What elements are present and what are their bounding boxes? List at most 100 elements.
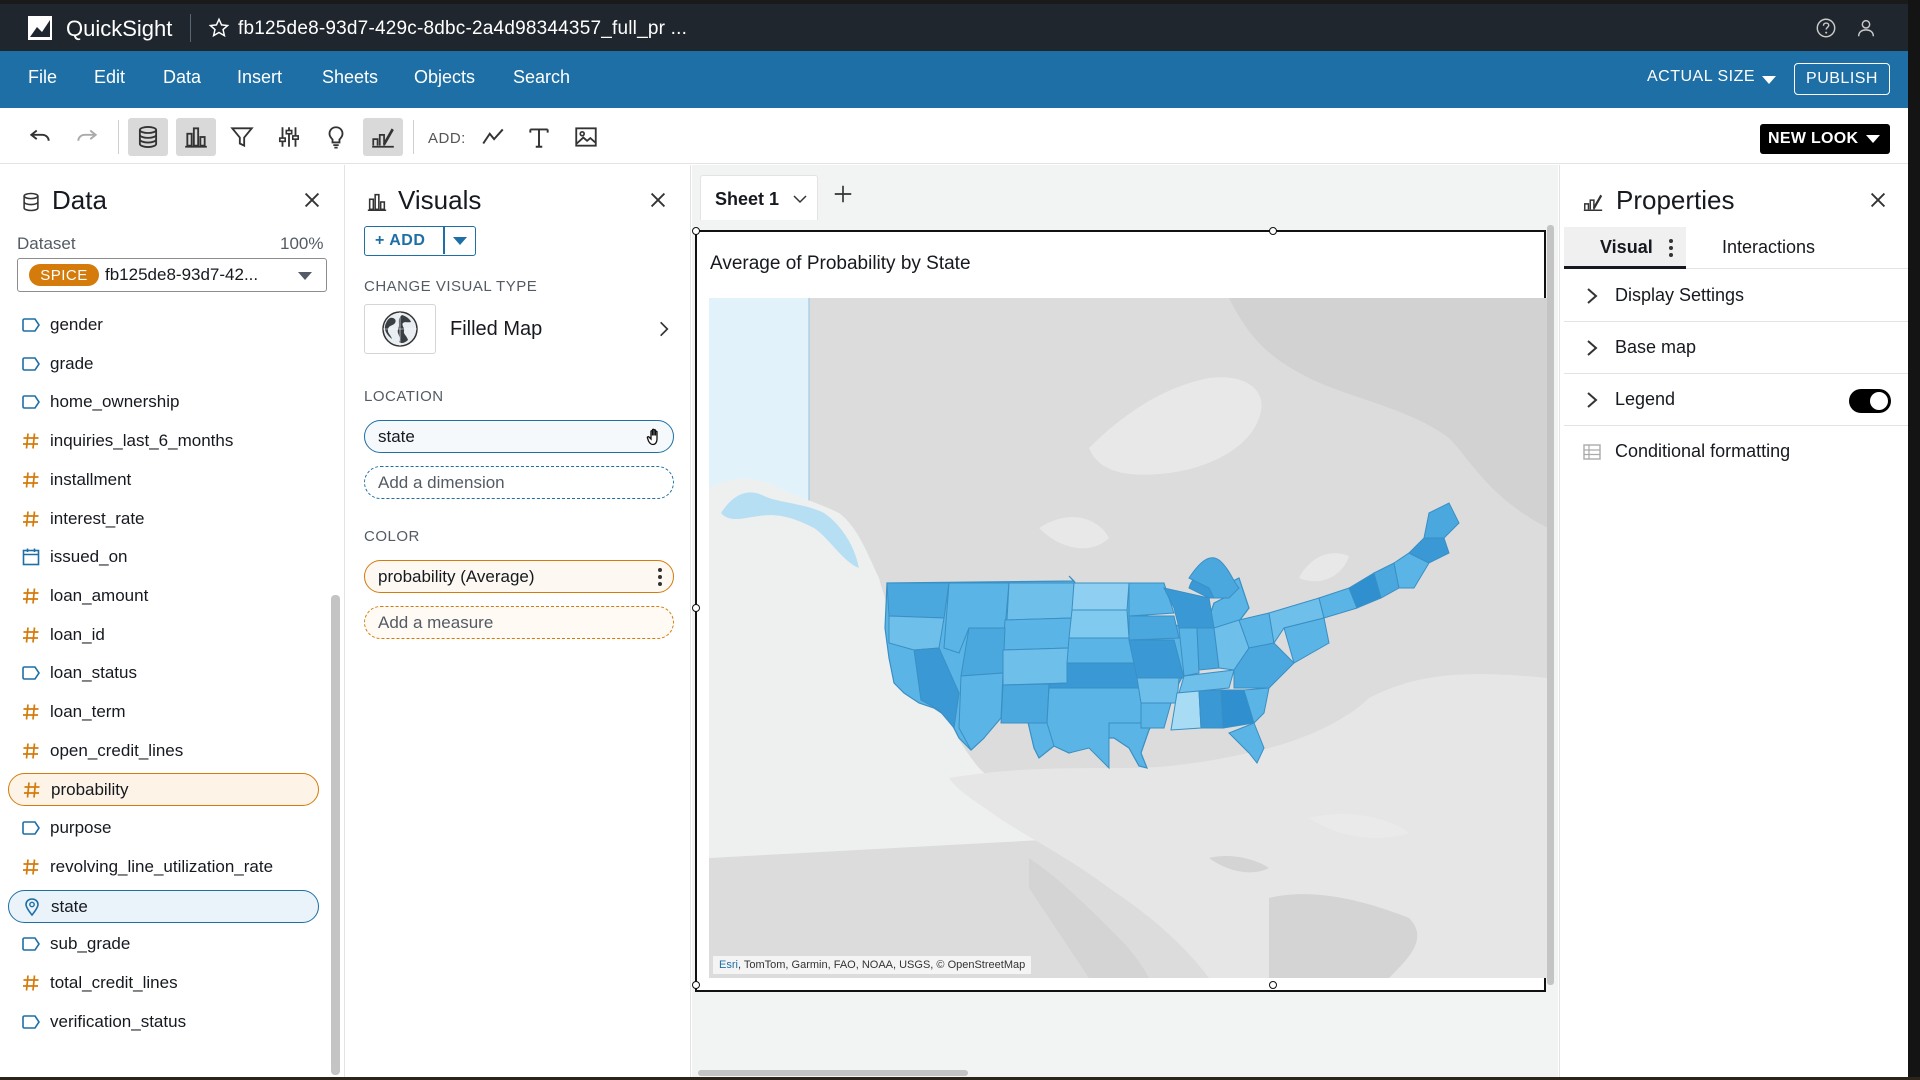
- redo-button[interactable]: [67, 118, 107, 156]
- map-attribution[interactable]: Esri, TomTom, Garmin, FAO, NOAA, USGS, ©…: [713, 956, 1032, 974]
- parameters-button[interactable]: [269, 118, 309, 156]
- format-visual-button[interactable]: [363, 118, 403, 156]
- field-item-loan-id[interactable]: loan_id: [8, 619, 319, 652]
- canvas-horizontal-scrollbar[interactable]: [698, 1070, 968, 1076]
- insights-button[interactable]: [316, 118, 356, 156]
- field-item-loan-status[interactable]: loan_status: [8, 657, 319, 690]
- menu-insert[interactable]: Insert: [237, 67, 283, 87]
- field-item-grade[interactable]: grade: [8, 348, 319, 381]
- filled-map-visual[interactable]: Average of Probability by State: [692, 227, 1548, 992]
- filter-icon: [230, 127, 254, 148]
- legend-row[interactable]: Legend: [1564, 374, 1908, 426]
- add-measure-well[interactable]: Add a measure: [364, 606, 674, 639]
- field-item-probability[interactable]: probability: [8, 773, 319, 807]
- caret-down-icon: [298, 272, 312, 280]
- analysis-title[interactable]: fb125de8-93d7-429c-8dbc-2a4d98344357_ful…: [238, 18, 688, 39]
- user-icon[interactable]: [1855, 17, 1877, 39]
- add-dimension-placeholder: Add a dimension: [378, 473, 505, 492]
- caret-down-icon[interactable]: [1762, 76, 1776, 84]
- color-field-well[interactable]: probability (Average): [364, 560, 674, 593]
- menu-search[interactable]: Search: [513, 67, 571, 87]
- close-icon[interactable]: [647, 189, 669, 211]
- resize-handle[interactable]: [692, 227, 700, 235]
- visuals-panel-title: Visuals: [398, 185, 482, 215]
- field-item-sub-grade[interactable]: sub_grade: [8, 928, 319, 961]
- field-item-inquiries-last-6-months[interactable]: inquiries_last_6_months: [8, 425, 319, 458]
- add-text-button[interactable]: [519, 118, 559, 156]
- more-options-icon[interactable]: [657, 567, 663, 587]
- undo-button[interactable]: [20, 118, 60, 156]
- spice-badge: SPICE: [29, 264, 99, 286]
- base-map-row[interactable]: Base map: [1564, 322, 1908, 374]
- visualize-pane-button[interactable]: [176, 118, 216, 156]
- menu-edit[interactable]: Edit: [94, 67, 126, 87]
- display-settings-row[interactable]: Display Settings: [1564, 270, 1908, 322]
- field-item-state[interactable]: state: [8, 889, 319, 923]
- visual-type-name: Filled Map: [450, 318, 543, 340]
- base-map: [709, 298, 1548, 978]
- resize-handle[interactable]: [692, 604, 700, 612]
- add-sheet-icon[interactable]: [832, 183, 854, 205]
- field-item-loan-amount[interactable]: loan_amount: [8, 580, 319, 613]
- field-item-interest-rate[interactable]: interest_rate: [8, 503, 319, 536]
- dimension-tag-icon: [21, 315, 41, 335]
- resize-handle[interactable]: [692, 981, 700, 989]
- field-name: grade: [50, 353, 94, 373]
- menu-bar: File Edit Data Insert Sheets Objects Sea…: [0, 51, 1908, 108]
- add-visual-split-button[interactable]: + ADD: [364, 226, 476, 256]
- field-item-installment[interactable]: installment: [8, 464, 319, 497]
- measure-hash-icon: [21, 741, 41, 761]
- close-icon[interactable]: [301, 189, 323, 211]
- chevron-down-icon[interactable]: [791, 190, 809, 208]
- toggle-knob: [1870, 392, 1888, 410]
- dataset-percent: 100%: [280, 234, 324, 253]
- resize-handle[interactable]: [1269, 981, 1277, 989]
- data-pane-button[interactable]: [128, 118, 168, 156]
- field-item-home-ownership[interactable]: home_ownership: [8, 386, 319, 419]
- publish-button[interactable]: PUBLISH: [1794, 63, 1890, 95]
- menu-objects[interactable]: Objects: [414, 67, 476, 87]
- grab-hand-icon[interactable]: [643, 425, 667, 449]
- field-item-loan-term[interactable]: loan_term: [8, 696, 319, 729]
- chevron-right-icon: [1587, 392, 1598, 408]
- esri-link[interactable]: Esri: [719, 959, 738, 971]
- field-item-open-credit-lines[interactable]: open_credit_lines: [8, 735, 319, 768]
- sheet-tab[interactable]: Sheet 1: [700, 175, 818, 220]
- add-image-button[interactable]: [566, 118, 606, 156]
- measure-hash-icon: [21, 470, 41, 490]
- help-icon[interactable]: [1815, 17, 1837, 39]
- add-visual-button[interactable]: [473, 118, 513, 156]
- close-icon[interactable]: [1867, 189, 1889, 211]
- add-dimension-well[interactable]: Add a dimension: [364, 466, 674, 499]
- field-item-gender[interactable]: gender: [8, 309, 319, 342]
- dimension-tag-icon: [21, 1012, 41, 1032]
- tab-visual[interactable]: Visual: [1564, 227, 1686, 269]
- tab-interactions[interactable]: Interactions: [1722, 237, 1816, 257]
- data-panel-title: Data: [52, 185, 107, 215]
- map-area[interactable]: Esri, TomTom, Garmin, FAO, NOAA, USGS, ©…: [709, 298, 1548, 978]
- resize-handle[interactable]: [1269, 227, 1277, 235]
- actual-size-dropdown[interactable]: ACTUAL SIZE: [1647, 68, 1756, 85]
- caret-down-icon[interactable]: [453, 237, 467, 245]
- measure-hash-icon: [21, 586, 41, 606]
- canvas-vertical-scrollbar[interactable]: [1547, 225, 1554, 985]
- quicksight-logo-icon[interactable]: [27, 15, 53, 41]
- field-item-purpose[interactable]: purpose: [8, 812, 319, 845]
- legend-toggle[interactable]: [1849, 389, 1891, 413]
- dataset-select[interactable]: SPICE fb125de8-93d7-42...: [17, 258, 327, 292]
- field-item-issued-on[interactable]: issued_on: [8, 541, 319, 574]
- location-field-well[interactable]: state: [364, 420, 674, 453]
- menu-sheets[interactable]: Sheets: [322, 67, 379, 87]
- field-item-revolving-line-utilization-rate[interactable]: revolving_line_utilization_rate: [8, 851, 319, 884]
- field-item-total-credit-lines[interactable]: total_credit_lines: [8, 967, 319, 1000]
- menu-data[interactable]: Data: [163, 67, 202, 87]
- new-look-button[interactable]: NEW LOOK: [1760, 124, 1890, 154]
- field-item-verification-status[interactable]: verification_status: [8, 1006, 319, 1039]
- visual-type-selector[interactable]: Filled Map: [364, 304, 678, 356]
- conditional-formatting-row[interactable]: Conditional formatting: [1564, 426, 1908, 478]
- data-panel-scrollbar[interactable]: [331, 595, 340, 1075]
- menu-file[interactable]: File: [28, 67, 58, 87]
- filter-button[interactable]: [222, 118, 262, 156]
- star-icon[interactable]: [208, 17, 230, 39]
- more-options-icon[interactable]: [1668, 238, 1674, 258]
